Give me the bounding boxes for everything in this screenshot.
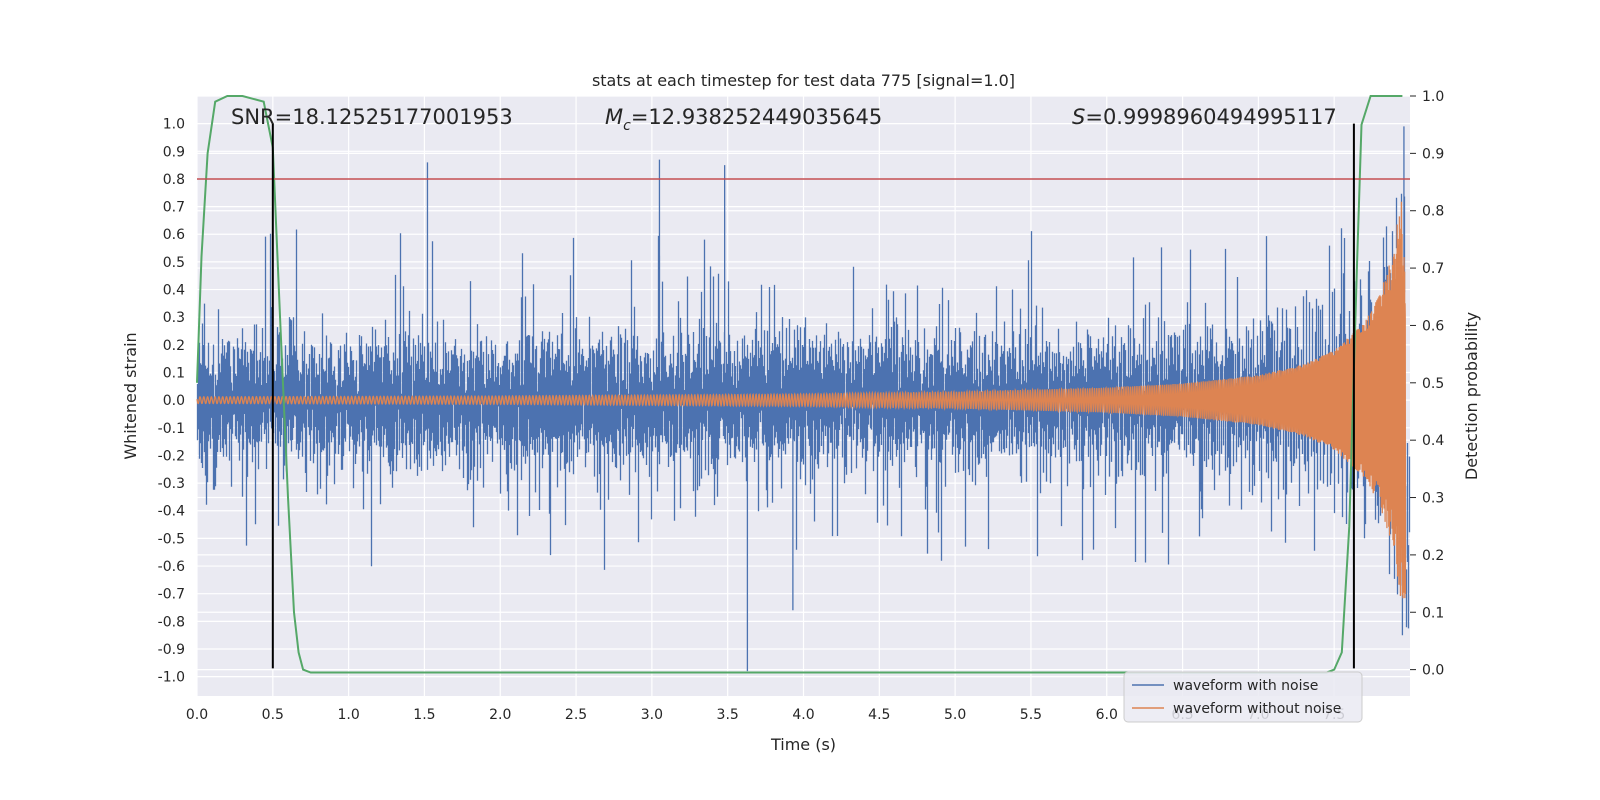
y2-axis-label: Detection probability: [1462, 312, 1481, 480]
y-tick-label: -0.2: [158, 448, 185, 464]
y2-tick-label: 0.8: [1422, 204, 1444, 220]
legend-label-waveform-without-noise: waveform without noise: [1173, 701, 1341, 717]
y-tick-label: -0.3: [158, 476, 185, 492]
y-tick-label: 0.2: [163, 338, 185, 354]
x-axis-label: Time (s): [770, 735, 836, 754]
y2-tick-label: 0.3: [1422, 491, 1444, 507]
y2-tick-label: 0.1: [1422, 605, 1444, 621]
y-tick-label: 0.1: [163, 365, 185, 381]
y-axis-label: Whitened strain: [121, 332, 140, 459]
series-waveform-without-noise: [196, 201, 1407, 599]
x-tick-label: 4.5: [868, 707, 890, 723]
clean-waveform-line: [196, 201, 1407, 599]
x-tick-label: 0.0: [186, 707, 208, 723]
y-axis-left: -1.0 -0.9 -0.8 -0.7 -0.6 -0.5 -0.4 -0.3 -0.2 -0.1…: [158, 117, 185, 686]
y2-tick-label: 0.9: [1422, 146, 1444, 162]
y-tick-label: 0.9: [163, 144, 185, 160]
legend: waveform with noise waveform without noi…: [1123, 671, 1363, 723]
y-tick-label: 0.3: [163, 310, 185, 326]
s-annotation: S=0.9998960494995117: [1072, 105, 1337, 129]
chart-title: stats at each timestep for test data 775…: [592, 71, 1015, 90]
x-tick-label: 1.5: [413, 707, 435, 723]
detection-probability-line: [196, 95, 1403, 674]
y-tick-label: 0.6: [163, 227, 185, 243]
x-tick-label: 3.5: [717, 707, 739, 723]
y2-tick-label: 0.4: [1422, 433, 1444, 449]
x-tick-label: 5.5: [1020, 707, 1042, 723]
y-tick-label: 0.7: [163, 200, 185, 216]
chirp-mass-annotation: Mc=12.938252449035645: [605, 105, 882, 134]
snr-annotation: SNR=18.12525177001953: [231, 105, 513, 129]
x-tick-label: 2.5: [565, 707, 587, 723]
legend-label-waveform-with-noise: waveform with noise: [1173, 678, 1318, 694]
x-tick-label: 4.0: [792, 707, 814, 723]
y2-tick-label: 0.5: [1422, 376, 1444, 392]
y-tick-label: -0.6: [158, 559, 185, 575]
y-axis-right: 0.0 0.1 0.2 0.3 0.4 0.5 0.6 0.7 0.8 0.9 1.0: [1410, 89, 1444, 679]
y-tick-label: 1.0: [163, 117, 185, 133]
x-tick-label: 5.0: [944, 707, 966, 723]
y2-tick-label: 0.0: [1422, 663, 1444, 679]
y-tick-label: 0.4: [163, 283, 185, 299]
legend-box: [1123, 671, 1363, 723]
y2-tick-label: 0.2: [1422, 548, 1444, 564]
y-tick-label: -0.8: [158, 614, 185, 630]
y2-tick-label: 1.0: [1422, 89, 1444, 105]
series-detection-probability: [196, 95, 1403, 674]
mc-value: =12.938252449035645: [631, 105, 882, 129]
x-tick-label: 1.0: [337, 707, 359, 723]
x-tick-label: 3.0: [641, 707, 663, 723]
x-tick-label: 6.0: [1096, 707, 1118, 723]
y2-tick-label: 0.7: [1422, 261, 1444, 277]
x-tick-label: 2.0: [489, 707, 511, 723]
mc-subscript: c: [623, 118, 631, 134]
y-tick-label: -0.5: [158, 531, 185, 547]
y-tick-label: -0.1: [158, 421, 185, 437]
y-tick-label: -0.7: [158, 587, 185, 603]
y-tick-label: -1.0: [158, 670, 185, 686]
y-tick-label: 0.8: [163, 172, 185, 188]
y-tick-label: -0.9: [158, 642, 185, 658]
y2-tick-label: 0.6: [1422, 318, 1444, 334]
x-tick-label: 0.5: [262, 707, 284, 723]
s-value: =0.9998960494995117: [1085, 105, 1336, 129]
y-tick-label: 0.5: [163, 255, 185, 271]
y-tick-label: 0.0: [163, 393, 185, 409]
mc-symbol: M: [605, 105, 623, 129]
reference-lines: [197, 123, 1410, 669]
s-symbol: S: [1072, 105, 1085, 129]
y-tick-label: -0.4: [158, 504, 185, 520]
